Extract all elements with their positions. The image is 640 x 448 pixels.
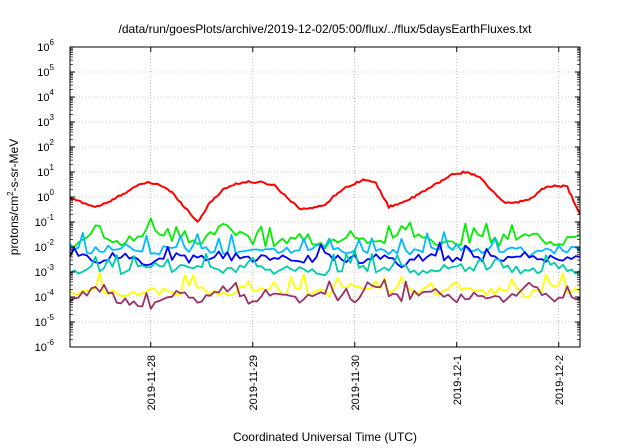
- y-tick-label: 10-1: [35, 213, 55, 229]
- y-tick-label-exp: -1: [47, 213, 55, 222]
- y-tick-label-exp: 1: [50, 163, 55, 172]
- y-tick-label: 102: [37, 138, 54, 154]
- y-tick-label: 10-3: [35, 263, 55, 279]
- y-tick-label-exp: 5: [50, 63, 55, 72]
- y-tick-label-base: 10: [37, 142, 49, 154]
- y-tick-label-base: 10: [35, 217, 47, 229]
- y-tick-label-exp: 3: [50, 113, 55, 122]
- y-axis-label-rest: -s-sr-MeV: [7, 139, 21, 192]
- grid: [70, 47, 580, 347]
- series-line-7: [69, 278, 581, 310]
- y-tick-label-exp: 2: [50, 138, 55, 147]
- y-tick-label: 104: [37, 88, 54, 104]
- series-line-3: [69, 231, 581, 258]
- series-line-1: [69, 170, 581, 223]
- y-tick-label-exp: -5: [47, 313, 55, 322]
- series-group: [69, 170, 581, 310]
- y-tick-label: 105: [37, 63, 54, 79]
- x-axis-label: Coordinated Universal Time (UTC): [233, 430, 417, 444]
- chart-title: /data/run/goesPlots/archive/2019-12-02/0…: [119, 22, 533, 36]
- y-axis-label-sup: 2: [6, 191, 15, 196]
- y-tick-label: 10-6: [35, 338, 55, 354]
- y-tick-label-exp: -2: [47, 238, 55, 247]
- y-tick-label: 10-2: [35, 238, 55, 254]
- y-tick-label: 100: [37, 188, 54, 204]
- y-tick-label-base: 10: [35, 292, 47, 304]
- y-tick-label-base: 10: [37, 167, 49, 179]
- x-tick-label: 2019-11-28: [146, 355, 158, 410]
- y-tick-label-base: 10: [37, 117, 49, 129]
- y-tick-label-base: 10: [37, 67, 49, 79]
- x-tick-label: 2019-12-1: [452, 355, 464, 405]
- y-axis-label-base: protons/cm: [7, 196, 21, 255]
- y-axis-label: protons/cm2-s-sr-MeV: [6, 139, 21, 255]
- x-axis-ticks: 2019-11-28 2019-11-29 2019-11-30 2019-12-1 2…: [146, 47, 566, 410]
- y-tick-label-exp: 0: [50, 188, 55, 197]
- series-line-4: [69, 241, 581, 269]
- y-tick-label-exp: -6: [47, 338, 55, 347]
- y-axis-ticks: 10-610-510-410-310-210-11001011021031041…: [35, 38, 580, 354]
- y-tick-label-base: 10: [37, 192, 49, 204]
- y-tick-label: 101: [37, 163, 54, 179]
- x-tick-label: 2019-11-30: [350, 355, 362, 410]
- y-tick-label: 10-5: [35, 313, 55, 329]
- y-tick-label-exp: -3: [47, 263, 55, 272]
- y-tick-label: 103: [37, 113, 54, 129]
- y-tick-label-base: 10: [35, 267, 47, 279]
- y-tick-label-exp: 4: [50, 88, 55, 97]
- y-tick-label-base: 10: [37, 92, 49, 104]
- series-line-2: [69, 217, 581, 250]
- y-tick-label-base: 10: [35, 242, 47, 254]
- series-line-6: [69, 272, 581, 299]
- y-tick-label-base: 10: [35, 317, 47, 329]
- y-tick-label-base: 10: [35, 342, 47, 354]
- y-tick-label: 10-4: [35, 288, 55, 304]
- series-line-5: [69, 248, 581, 277]
- x-tick-label: 2019-11-29: [248, 355, 260, 410]
- x-tick-label: 2019-12-2: [554, 355, 566, 405]
- y-tick-label-base: 10: [37, 42, 49, 54]
- y-tick-label-exp: -4: [47, 288, 55, 297]
- y-tick-label-exp: 6: [50, 38, 55, 47]
- y-tick-label: 106: [37, 38, 54, 54]
